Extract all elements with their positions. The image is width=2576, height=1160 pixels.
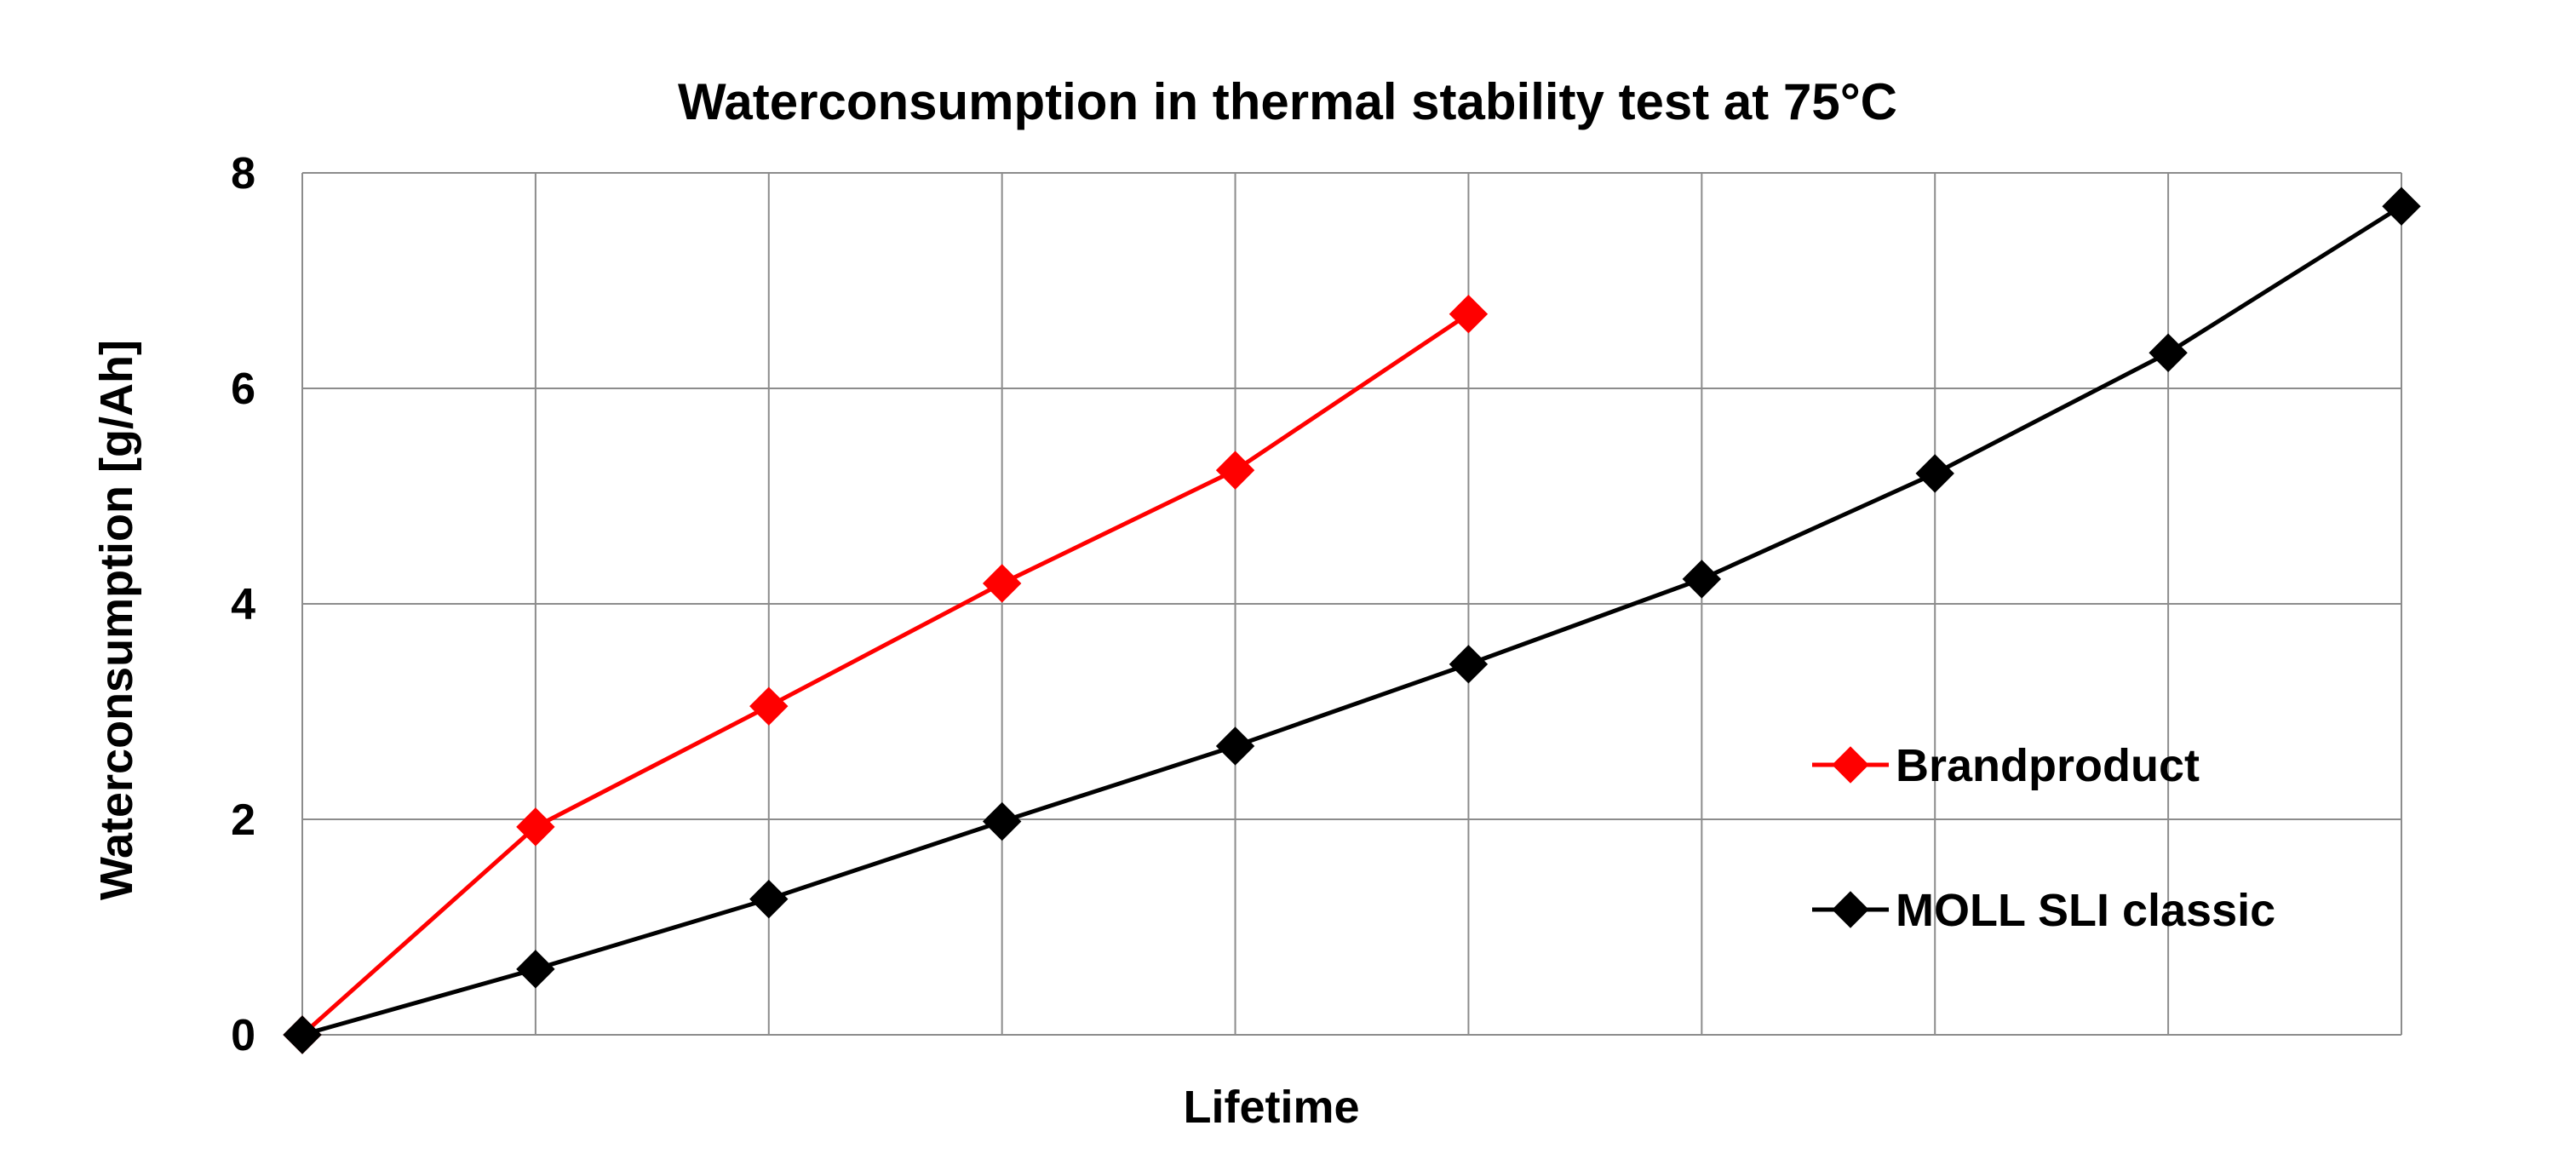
data-point-marker (982, 801, 1022, 841)
series-moll-sli-classic (283, 187, 2421, 1054)
data-point-marker (749, 879, 789, 919)
data-point-marker (1915, 454, 1954, 493)
legend-item: MOLL SLI classic (1812, 885, 2275, 936)
legend: Brandproduct MOLL SLI classic (1812, 740, 2275, 936)
data-point-marker (516, 807, 555, 847)
data-point-marker (2149, 333, 2188, 372)
y-tick-label: 0 (231, 1011, 255, 1060)
series-line (301, 204, 2403, 1037)
chart-title: Waterconsumption in thermal stability te… (678, 73, 1897, 130)
y-tick-labels: 0 2 4 6 8 (231, 149, 255, 1060)
legend-label: MOLL SLI classic (1896, 885, 2275, 936)
legend-item: Brandproduct (1812, 740, 2200, 791)
data-point-marker (2382, 187, 2421, 226)
y-tick-label: 6 (231, 365, 255, 414)
series (283, 187, 2421, 1054)
data-point-marker (1215, 451, 1255, 490)
data-point-marker (1449, 295, 1489, 334)
data-point-marker (982, 564, 1022, 603)
data-point-marker (749, 686, 789, 726)
data-point-marker (1682, 560, 1722, 599)
data-point-marker (283, 1015, 322, 1054)
y-tick-label: 2 (231, 795, 255, 845)
legend-label: Brandproduct (1896, 740, 2200, 791)
series-line (301, 312, 1470, 1037)
legend-marker (1832, 746, 1869, 784)
y-tick-label: 8 (231, 149, 255, 198)
y-axis-label: Waterconsumption [g/Ah] (91, 340, 142, 900)
data-point-marker (1449, 645, 1489, 684)
x-axis-label: Lifetime (1183, 1082, 1359, 1133)
data-point-marker (1215, 726, 1255, 766)
data-point-marker (516, 950, 555, 989)
y-tick-label: 4 (231, 580, 255, 629)
legend-marker (1832, 891, 1869, 928)
